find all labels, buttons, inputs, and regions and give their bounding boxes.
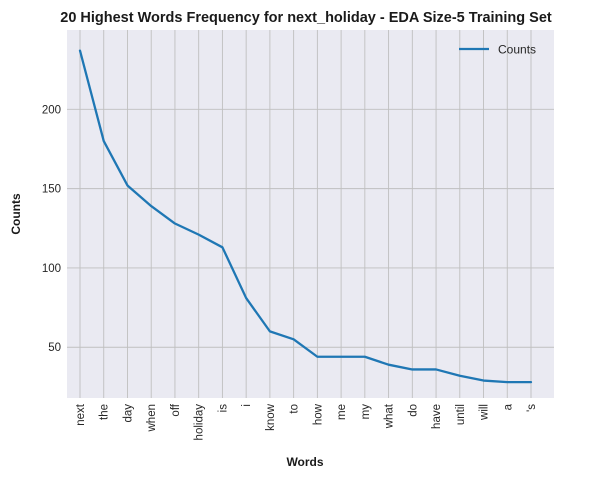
- y-axis-label: Counts: [9, 193, 23, 235]
- x-tick-label: a: [502, 403, 514, 410]
- chart-title: 20 Highest Words Frequency for next_holi…: [60, 10, 552, 26]
- legend: Counts: [459, 43, 536, 57]
- x-tick-label: what: [384, 403, 396, 429]
- series-line-counts: [78, 49, 533, 384]
- x-tick-label: next: [75, 403, 87, 426]
- y-tick-label: 150: [42, 184, 61, 196]
- x-tick-label: my: [360, 404, 372, 420]
- plot-area: [67, 30, 554, 398]
- x-tick-label: is: [217, 404, 229, 413]
- x-tick-label: day: [122, 404, 134, 423]
- x-tick-label: do: [407, 404, 419, 417]
- x-tick-label: will: [479, 404, 491, 421]
- x-tick-label: to: [289, 404, 301, 414]
- x-tick-label: how: [312, 403, 324, 425]
- x-tick-labels: next the day when off holiday is i know to how me my…: [75, 403, 538, 440]
- y-tick-labels: 50 100 150 200: [42, 104, 61, 354]
- x-tick-label: when: [146, 404, 158, 433]
- x-tick-label: have: [431, 404, 443, 429]
- y-tick-label: 50: [48, 342, 61, 354]
- x-tick-label: holiday: [194, 404, 206, 441]
- legend-label-counts: Counts: [498, 43, 536, 57]
- x-tick-label: me: [336, 404, 348, 420]
- x-tick-label: the: [99, 404, 111, 420]
- x-tick-label: off: [170, 403, 182, 416]
- grid: [67, 30, 554, 398]
- x-axis-label: Words: [286, 455, 323, 469]
- y-tick-label: 200: [42, 104, 61, 116]
- y-tick-label: 100: [42, 263, 61, 275]
- x-tick-label: i: [241, 404, 253, 407]
- x-tick-label: until: [455, 404, 467, 425]
- x-tick-label: 's: [526, 404, 538, 412]
- x-tick-label: know: [265, 403, 277, 431]
